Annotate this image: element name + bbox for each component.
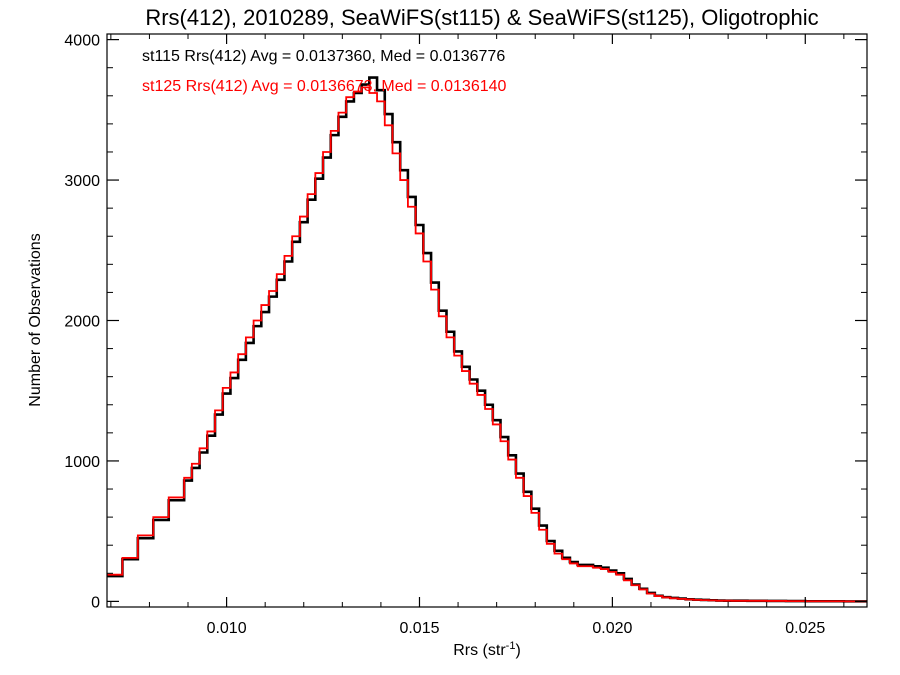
x-tick-label: 0.025 — [785, 620, 825, 637]
legend-entry-st115: st115 Rrs(412) Avg = 0.0137360, Med = 0.… — [142, 48, 505, 65]
x-tick-label: 0.010 — [207, 620, 247, 637]
series-layer — [107, 76, 867, 603]
y-tick-label: 4000 — [64, 33, 100, 50]
y-tick-label: 2000 — [64, 314, 100, 331]
y-axis-label: Number of Observations — [27, 233, 44, 406]
x-axis-label-main: Rrs (str — [453, 642, 506, 659]
plot-frame — [106, 33, 868, 608]
x-tick-label: 0.015 — [399, 620, 439, 637]
y-tick-label: 0 — [91, 594, 100, 611]
tick-layer: 0.010 0.015 0.020 0.025 0 1000 2000 3000 4000 — [64, 33, 867, 637]
x-tick-label: 0.020 — [592, 620, 632, 637]
series-line-st115 — [107, 76, 867, 603]
chart-title: Rrs(412), 2010289, SeaWiFS(st115) & SeaW… — [145, 5, 818, 30]
legend-entry-st125: st125 Rrs(412) Avg = 0.0136673, Med = 0.… — [142, 78, 507, 95]
x-axis-label-close: ) — [515, 642, 520, 659]
x-axis-label: Rrs (str-1) — [453, 640, 521, 659]
y-tick-label: 3000 — [64, 173, 100, 190]
y-tick-label: 1000 — [64, 454, 100, 471]
x-axis-label-superscript: -1 — [506, 640, 516, 652]
series-line-st125 — [107, 86, 867, 603]
